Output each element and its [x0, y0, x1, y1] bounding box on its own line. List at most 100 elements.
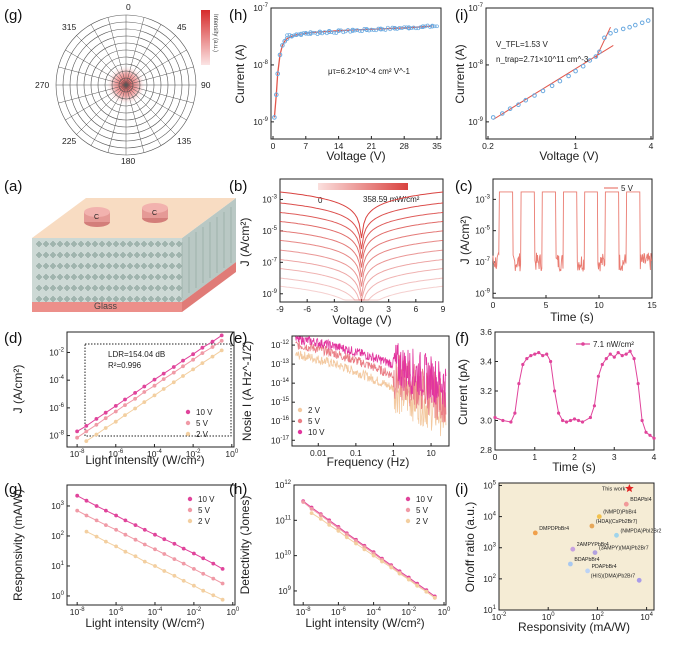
panel-i-bottom: (i) 10-2 100 102 104 101 102 103 104 105 This wor… [455, 480, 662, 634]
g-bottom-point [201, 588, 206, 593]
panel-label-i-top: (i) [455, 7, 468, 24]
d-point [84, 439, 89, 443]
h-top-point [435, 24, 439, 29]
h-bottom-xtick-label: 10-8 [296, 607, 311, 617]
polar-spoke [90, 24, 127, 86]
i-bottom-xtick-label: 104 [640, 612, 653, 622]
d-legend-marker [185, 431, 191, 437]
f-point [592, 404, 597, 408]
f-point [568, 418, 573, 423]
h-top-point [353, 28, 357, 33]
lattice-octahedron [49, 262, 57, 270]
d-ytick-label: 10-4 [49, 375, 64, 385]
g-bottom-xtick-label: 10-2 [186, 607, 201, 617]
g-bottom-point [192, 583, 196, 588]
h-top-point [301, 31, 306, 35]
h-top-point [360, 29, 364, 33]
panel-label-a: (a) [4, 178, 22, 195]
g-bottom-point [133, 554, 138, 559]
i-bottom-point-label: This work [602, 486, 626, 492]
b-iv-curve [279, 202, 444, 250]
d-xtick-label: 100 [225, 449, 238, 459]
lattice-octahedron [56, 262, 64, 270]
i-bottom-xtick-label: 10-2 [492, 612, 507, 622]
lattice-octahedron [133, 273, 141, 281]
lattice-octahedron [84, 295, 92, 303]
h-top-point [292, 33, 296, 38]
g-bottom-point [104, 523, 108, 527]
h-bottom-ytick-label: 109 [278, 586, 291, 596]
h-top-point [339, 28, 343, 33]
g-bottom-xtick-label: 100 [226, 607, 239, 617]
f-point [501, 418, 505, 423]
lattice-octahedron [140, 273, 148, 281]
g-bottom-point [192, 567, 196, 571]
b-xtick-label: 9 [441, 304, 446, 314]
g-bottom-point [104, 508, 108, 513]
lattice-octahedron [77, 262, 85, 270]
f-xtick-label: 2 [572, 452, 577, 462]
c-ytick-label: 10-3 [475, 194, 490, 204]
d-legend-label: 5 V [196, 419, 209, 428]
d-point [94, 422, 99, 427]
f-point [557, 411, 561, 415]
lattice-octahedron [140, 240, 148, 248]
i-top-point [620, 26, 626, 32]
f-legend-marker [581, 342, 585, 346]
e-ytick-label: 10-15 [271, 397, 290, 407]
d-point [113, 409, 118, 414]
h-bottom-legend-marker [405, 518, 411, 524]
g-bottom-point [211, 593, 216, 598]
lattice-octahedron [42, 295, 50, 303]
h-top-point [371, 28, 376, 32]
lattice-octahedron [112, 240, 120, 248]
lattice-octahedron [147, 284, 155, 292]
d-point [219, 333, 224, 338]
b-iv-curve [279, 211, 444, 259]
i-bottom-point-label: (NMPD)PbBr4 [603, 510, 636, 516]
i-top-point [645, 18, 651, 23]
f-point [588, 415, 593, 420]
lattice-octahedron [161, 251, 169, 259]
d-point [94, 417, 99, 421]
i-top-xtick-label: 0.2 [482, 141, 494, 151]
d-point [113, 404, 118, 408]
i-bottom-point [636, 577, 642, 583]
colorbar-label: Intensity (a.u.) [212, 14, 218, 52]
f-ytick-label: 2.8 [480, 445, 492, 455]
lattice-octahedron [63, 284, 71, 292]
panel-e: (e) 0.01 0.1 1 10 10-17 10-16 10-15 10-14 10-13 1… [229, 330, 450, 469]
polar-spoke [58, 84, 127, 104]
g-bottom-fit-line [76, 495, 223, 570]
f-ylabel: Current (pA) [456, 359, 470, 425]
lattice-octahedron [168, 251, 176, 259]
lattice-octahedron [98, 262, 106, 270]
lattice-octahedron [49, 240, 57, 248]
g-bottom-point [211, 561, 216, 566]
b-ytick-label: 10-5 [262, 226, 277, 236]
lattice-octahedron [168, 284, 176, 292]
i-bottom-point-label: 2AMPYPbBr4 [577, 542, 609, 548]
i-bottom-point [532, 530, 538, 536]
f-point [648, 433, 652, 437]
lattice-octahedron [154, 240, 162, 248]
d-point [191, 357, 196, 362]
g-bottom-ytick-label: 101 [51, 561, 64, 571]
lattice-octahedron [112, 251, 120, 259]
d-point [181, 358, 185, 363]
h-top-fit-line [273, 25, 433, 118]
lattice-octahedron [63, 251, 71, 259]
lattice-octahedron [105, 240, 113, 248]
h-top-point [409, 26, 414, 31]
d-ytick-label: 10-2 [49, 347, 64, 357]
i-top-point [587, 58, 593, 63]
lattice-octahedron [119, 284, 127, 292]
b-iv-curve [279, 249, 444, 297]
e-ytick-label: 10-13 [271, 359, 290, 369]
f-point [604, 357, 608, 361]
lattice-octahedron [154, 262, 162, 270]
polar-spoke [125, 49, 187, 86]
g-bottom-xtick-label: 10-6 [109, 607, 124, 617]
h-top-point [334, 31, 339, 35]
e-legend-label: 5 V [308, 417, 321, 426]
